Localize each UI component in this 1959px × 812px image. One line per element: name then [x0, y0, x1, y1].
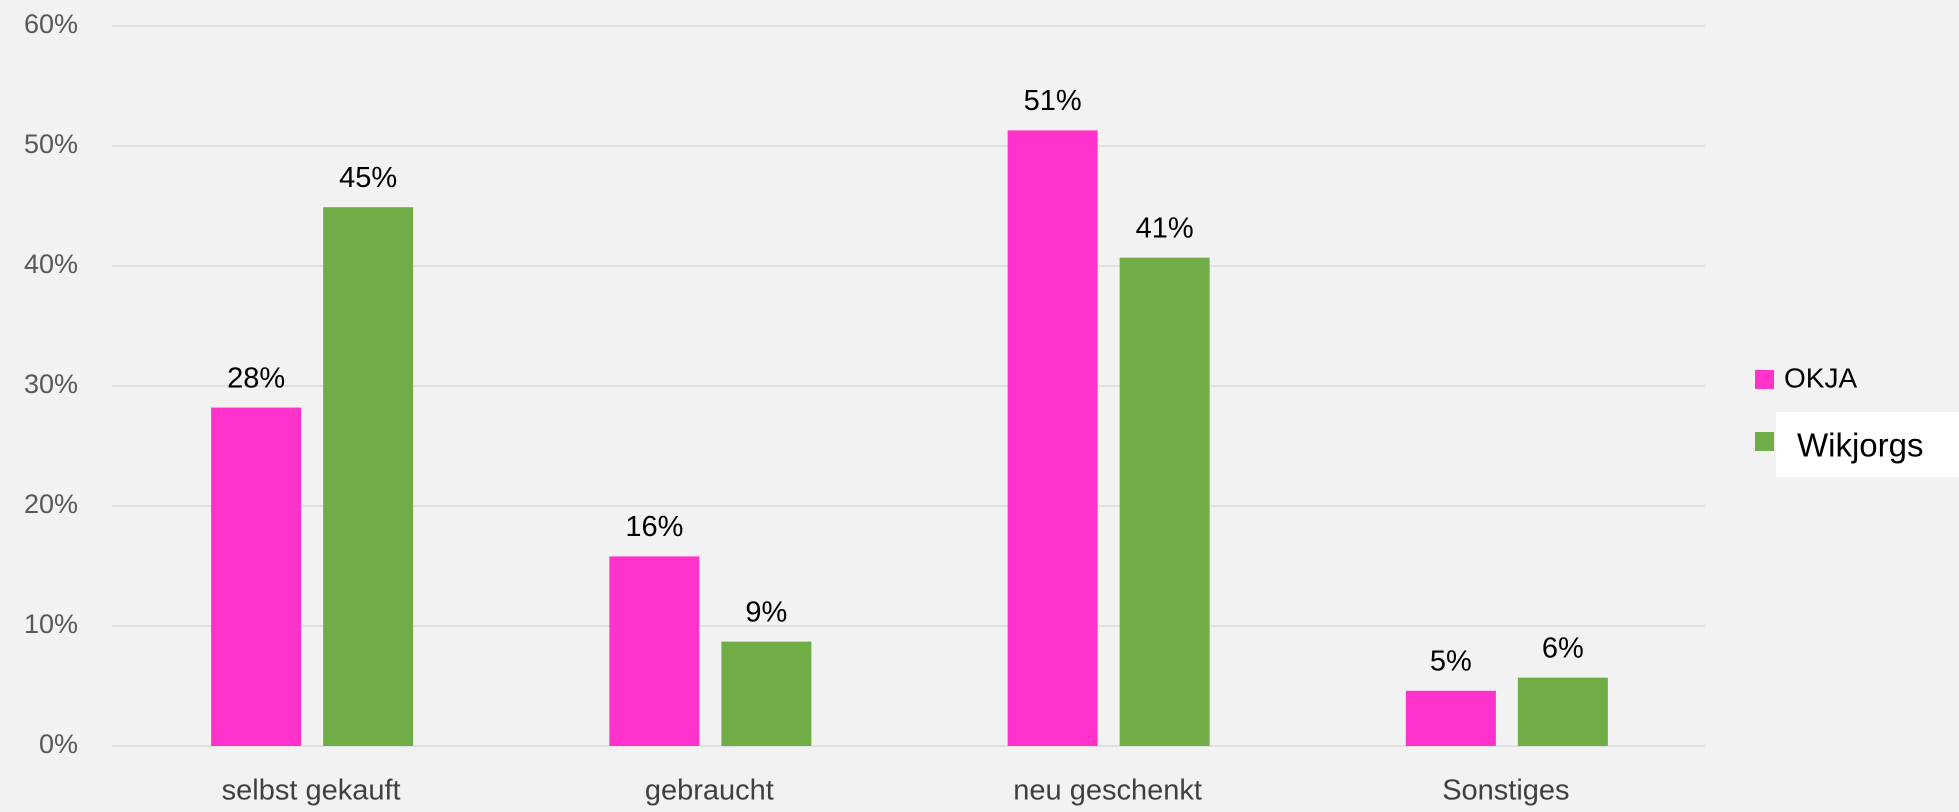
legend-label: Wikjorgs [1797, 427, 1924, 464]
data-label: 16% [625, 511, 683, 543]
data-label: 9% [745, 596, 787, 628]
bar [1517, 677, 1608, 746]
data-label: 41% [1136, 212, 1194, 244]
x-tick-label: gebraucht [645, 775, 774, 807]
data-label: 5% [1430, 645, 1472, 677]
data-label: 6% [1542, 632, 1584, 664]
y-tick-label: 30% [24, 369, 78, 399]
y-tick-label: 50% [24, 129, 78, 159]
bar [609, 556, 700, 746]
y-tick-label: 40% [24, 249, 78, 279]
legend-highlight [1776, 412, 1959, 477]
y-tick-label: 20% [24, 489, 78, 519]
bar [323, 207, 414, 746]
x-tick-label: selbst gekauft [222, 775, 401, 807]
legend-swatch [1755, 432, 1774, 451]
data-label: 45% [339, 162, 397, 194]
bar [1007, 130, 1098, 746]
y-tick-label: 60% [24, 9, 78, 39]
x-tick-label: neu geschenkt [1013, 775, 1202, 807]
data-label: 51% [1024, 85, 1082, 117]
bar [721, 641, 812, 746]
bar [1119, 257, 1210, 746]
x-tick-label: Sonstiges [1442, 775, 1569, 807]
y-tick-label: 10% [24, 609, 78, 639]
y-tick-label: 0% [39, 729, 78, 759]
legend-swatch [1755, 370, 1774, 389]
legend-label: OKJA [1784, 362, 1857, 393]
bar [211, 407, 302, 746]
data-label: 28% [227, 362, 285, 394]
bar [1405, 690, 1496, 746]
